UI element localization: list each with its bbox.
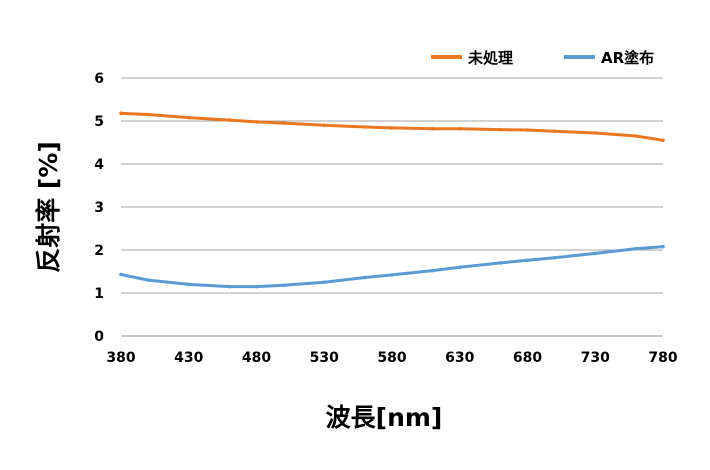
data-point xyxy=(254,284,259,289)
data-point xyxy=(281,121,286,125)
data-point xyxy=(661,138,665,143)
data-point xyxy=(430,126,435,131)
data-point xyxy=(525,258,530,263)
data-point xyxy=(634,134,638,138)
x-axis-title: 波長[nm] xyxy=(326,403,443,432)
data-point xyxy=(661,244,665,249)
series-ar-coated xyxy=(119,244,665,289)
data-point xyxy=(119,111,123,116)
y-tick-label: 5 xyxy=(94,114,104,130)
x-tick-label: 380 xyxy=(106,350,135,366)
x-tick-label: 430 xyxy=(174,350,203,366)
x-tick-label: 630 xyxy=(445,350,474,366)
data-point xyxy=(119,272,123,277)
data-point xyxy=(390,273,394,277)
x-tick-label: 480 xyxy=(242,350,271,366)
data-point xyxy=(552,255,557,260)
x-tick-label: 530 xyxy=(310,350,339,366)
legend-label-untreated: 未処理 xyxy=(467,49,513,67)
series-untreated xyxy=(119,111,665,143)
plot-series xyxy=(119,111,665,289)
data-point xyxy=(363,125,367,129)
data-point xyxy=(593,131,598,135)
y-tick-label: 4 xyxy=(94,157,104,173)
legend: 未処理 AR塗布 xyxy=(431,49,654,67)
x-tick-label: 680 xyxy=(513,350,542,366)
y-tick-label: 1 xyxy=(94,286,104,302)
data-point xyxy=(281,283,286,288)
x-tick-label: 730 xyxy=(581,350,610,366)
data-point xyxy=(322,280,327,285)
y-tick-label: 6 xyxy=(94,71,104,87)
data-point xyxy=(498,261,503,265)
data-point xyxy=(187,115,191,120)
y-tick-label: 3 xyxy=(94,200,104,216)
data-point xyxy=(458,265,462,270)
data-point xyxy=(146,112,150,117)
data-point xyxy=(498,127,503,132)
legend-label-ar-coated: AR塗布 xyxy=(601,49,654,67)
data-point xyxy=(552,129,557,134)
data-point xyxy=(363,275,367,280)
data-point xyxy=(390,126,394,130)
data-point xyxy=(254,120,259,124)
data-point xyxy=(146,278,150,282)
grid xyxy=(121,77,663,337)
data-point xyxy=(322,123,327,128)
data-point xyxy=(187,282,191,287)
x-tick-label: 780 xyxy=(648,350,677,366)
x-tick-label: 580 xyxy=(377,350,406,366)
data-point xyxy=(430,268,435,273)
data-point xyxy=(525,128,530,132)
data-point xyxy=(593,251,598,256)
data-point xyxy=(227,284,232,289)
series-line xyxy=(119,245,665,289)
y-tick-label: 2 xyxy=(94,243,104,259)
y-axis-title: 反射率 [%] xyxy=(34,141,63,273)
y-tick-label: 0 xyxy=(94,329,104,345)
data-point xyxy=(458,126,462,131)
tick-labels: 0 1 2 3 4 5 6 380 430 480 530 580 630 680 730 780 xyxy=(94,71,678,366)
data-point xyxy=(634,246,638,251)
data-point xyxy=(227,118,232,122)
